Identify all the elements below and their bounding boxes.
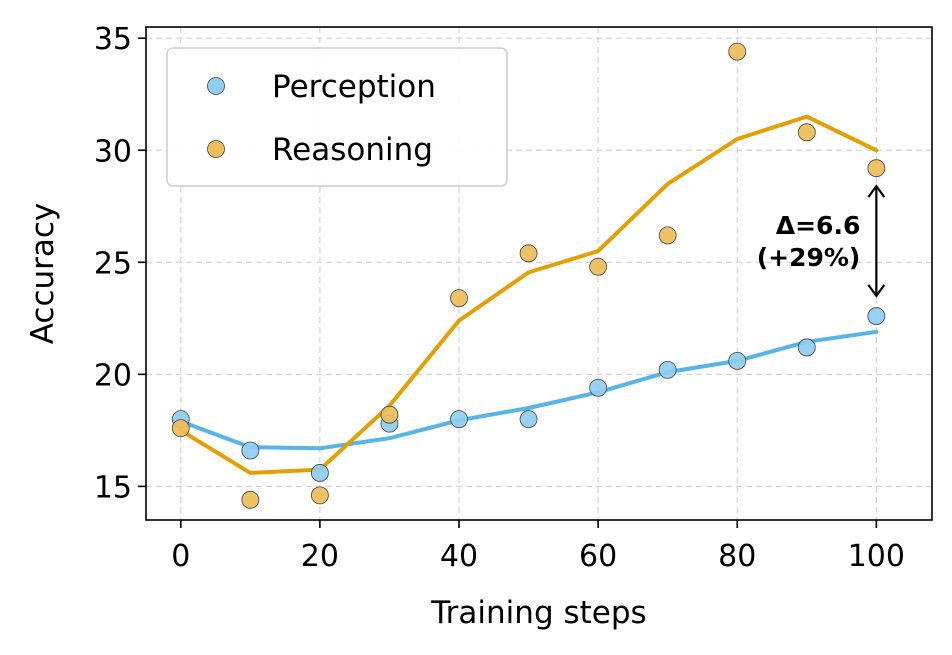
reasoning-point: [450, 289, 468, 308]
annotation-layer: Δ=6.6 (+29%): [757, 184, 886, 298]
reasoning-point: [310, 486, 329, 505]
series-layer: [178, 114, 879, 475]
x-tick-label: 40: [440, 539, 478, 574]
reasoning-point: [797, 123, 816, 142]
delta-arrow-head-down: [867, 284, 886, 298]
perception-point: [797, 338, 816, 357]
y-tick-label: 15: [94, 470, 132, 505]
delta-arrow-head-up: [867, 184, 886, 198]
perception-point: [728, 351, 747, 370]
y-tick-label: 25: [94, 246, 132, 281]
legend-marker-reasoning: [207, 140, 225, 158]
x-tick-label: 0: [171, 539, 190, 574]
x-tick-label: 100: [848, 539, 905, 574]
legend-box: [166, 47, 508, 187]
perception-point: [310, 464, 329, 482]
perception-point: [519, 410, 538, 429]
plot-frame: [145, 26, 933, 521]
reasoning-point: [380, 405, 399, 424]
y-tick-label: 30: [94, 134, 132, 169]
reasoning-point: [728, 42, 747, 61]
perception-point: [867, 307, 886, 325]
y-tick-label: 20: [94, 358, 132, 393]
reasoning-point: [241, 490, 260, 509]
y-axis-label: Accuracy: [25, 203, 61, 345]
points-layer: [171, 42, 886, 509]
legend-marker-perception: [207, 77, 225, 95]
x-tick-label: 80: [718, 539, 756, 574]
x-tick-label: 20: [301, 539, 339, 574]
reasoning-point: [519, 244, 538, 263]
reasoning-point: [658, 226, 677, 245]
reasoning-point: [867, 159, 886, 178]
reasoning-point: [589, 257, 608, 276]
perception-point: [241, 441, 260, 460]
perception-point: [658, 360, 677, 379]
reasoning-point: [171, 419, 190, 438]
x-axis-label: Training steps: [430, 595, 646, 631]
y-tick-label: 35: [94, 22, 132, 57]
delta-annotation-value: Δ=6.6: [776, 211, 861, 240]
legend-label-perception: Perception: [272, 69, 436, 105]
perception-point: [589, 378, 608, 397]
perception-trend-line: [178, 329, 879, 451]
delta-annotation-percent: (+29%): [757, 243, 861, 272]
x-tick-label: 60: [579, 539, 617, 574]
reasoning-trend-line: [178, 114, 879, 475]
perception-point: [450, 410, 468, 429]
axis-ticks: 0 20 40 60 80 100 15 20 25 30 35: [94, 22, 905, 574]
legend: Perception Reasoning: [166, 47, 508, 187]
legend-label-reasoning: Reasoning: [272, 132, 433, 168]
